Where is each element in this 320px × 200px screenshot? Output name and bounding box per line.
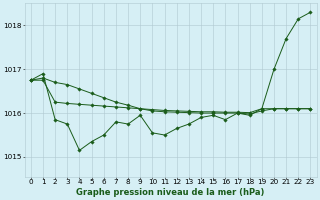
X-axis label: Graphe pression niveau de la mer (hPa): Graphe pression niveau de la mer (hPa)	[76, 188, 265, 197]
